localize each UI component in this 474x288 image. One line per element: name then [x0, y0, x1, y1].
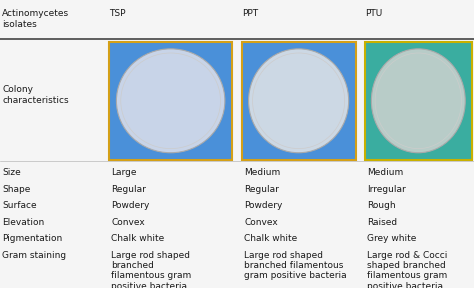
- Ellipse shape: [248, 49, 349, 153]
- Ellipse shape: [253, 53, 345, 149]
- Text: Convex: Convex: [244, 218, 278, 227]
- Text: Actinomycetes
isolates: Actinomycetes isolates: [2, 9, 70, 29]
- Ellipse shape: [371, 49, 465, 153]
- Ellipse shape: [375, 53, 462, 149]
- Bar: [365, 42, 472, 160]
- Text: Large rod shaped
branched filamentous
gram positive bacteria: Large rod shaped branched filamentous gr…: [244, 251, 347, 280]
- Text: Regular: Regular: [111, 185, 146, 194]
- Text: Pigmentation: Pigmentation: [2, 234, 63, 243]
- Text: Chalk white: Chalk white: [244, 234, 297, 243]
- Text: Elevation: Elevation: [2, 218, 45, 227]
- Text: Grey white: Grey white: [367, 234, 417, 243]
- Text: Raised: Raised: [367, 218, 398, 227]
- Text: Rough: Rough: [367, 201, 396, 210]
- Text: Shape: Shape: [2, 185, 31, 194]
- Ellipse shape: [117, 49, 225, 153]
- Text: Large rod shaped
branched
filamentous gram
positive bacteria: Large rod shaped branched filamentous gr…: [111, 251, 191, 288]
- Text: Medium: Medium: [244, 168, 280, 177]
- Bar: [109, 42, 232, 160]
- Text: Powdery: Powdery: [244, 201, 283, 210]
- Text: Size: Size: [2, 168, 21, 177]
- Text: Irregular: Irregular: [367, 185, 406, 194]
- Text: TSP: TSP: [109, 9, 126, 18]
- Text: Large rod & Cocci
shaped branched
filamentous gram
positive bacteria: Large rod & Cocci shaped branched filame…: [367, 251, 448, 288]
- Ellipse shape: [121, 53, 220, 149]
- Text: PPT: PPT: [242, 9, 258, 18]
- Text: PTU: PTU: [365, 9, 382, 18]
- Text: Large: Large: [111, 168, 137, 177]
- Bar: [242, 42, 356, 160]
- Text: Powdery: Powdery: [111, 201, 150, 210]
- Text: Surface: Surface: [2, 201, 37, 210]
- Text: Chalk white: Chalk white: [111, 234, 164, 243]
- Text: Colony
characteristics: Colony characteristics: [2, 85, 69, 105]
- Text: Medium: Medium: [367, 168, 403, 177]
- Text: Convex: Convex: [111, 218, 145, 227]
- Text: Regular: Regular: [244, 185, 279, 194]
- Text: Gram staining: Gram staining: [2, 251, 66, 259]
